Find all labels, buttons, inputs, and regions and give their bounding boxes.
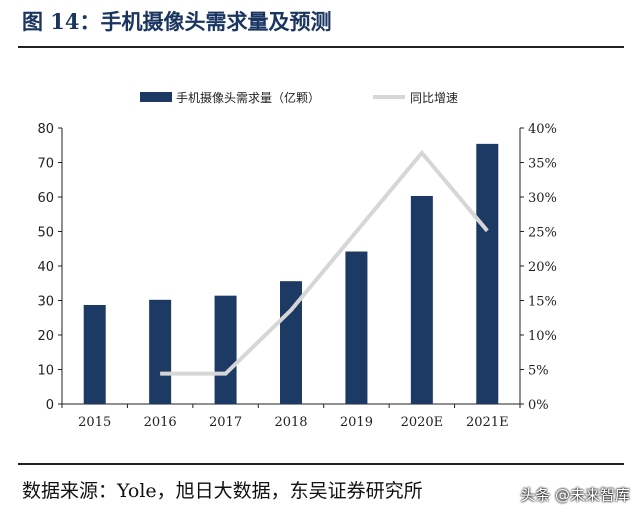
- left-tick-label: 70: [37, 157, 54, 172]
- bar-2016: [149, 299, 172, 404]
- right-tick-label: 5%: [528, 364, 549, 379]
- source-text: 数据来源：Yole，旭日大数据，东吴证券研究所: [22, 480, 423, 502]
- x-tick-label: 2016: [144, 415, 177, 430]
- x-tick-label: 2018: [274, 415, 307, 430]
- left-tick-label: 20: [37, 329, 54, 344]
- right-tick-label: 30%: [528, 191, 557, 206]
- x-tick-label: 2017: [209, 415, 242, 430]
- watermark: 头条 @未来智库: [520, 486, 630, 504]
- x-tick-label: 2021E: [466, 415, 509, 430]
- right-tick-label: 15%: [528, 295, 557, 310]
- left-tick-label: 60: [37, 191, 54, 206]
- right-tick-label: 35%: [528, 157, 557, 172]
- right-tick-label: 20%: [528, 260, 557, 275]
- left-tick-label: 0: [46, 398, 54, 413]
- x-tick-label: 2020E: [401, 415, 444, 430]
- left-tick-label: 30: [37, 295, 54, 310]
- right-tick-label: 0%: [528, 398, 549, 413]
- source-rule: [18, 463, 624, 465]
- bar-2017: [214, 295, 237, 404]
- bar-2019: [345, 251, 368, 404]
- left-tick-label: 50: [37, 226, 54, 241]
- legend-line-label: 同比增速: [410, 91, 458, 105]
- legend-bar-swatch: [140, 92, 172, 102]
- growth-line: [160, 149, 489, 376]
- bar-2015: [83, 304, 106, 404]
- right-tick-label: 25%: [528, 226, 557, 241]
- title-rule: [18, 46, 624, 48]
- legend-bar-label: 手机摄像头需求量（亿颗）: [176, 90, 320, 105]
- bar-2018: [280, 281, 302, 404]
- x-tick-label: 2019: [340, 415, 373, 430]
- chart: 手机摄像头需求量（亿颗） 同比增速 0 10 20 30 40 50 60 70 80 0% 5% 10%…: [37, 90, 557, 430]
- left-tick-label: 80: [37, 122, 54, 137]
- bar-2020E: [410, 195, 433, 404]
- chart-title: 图 14：手机摄像头需求量及预测: [22, 9, 332, 34]
- right-tick-label: 40%: [528, 122, 557, 137]
- left-tick-label: 10: [37, 364, 54, 379]
- bar-2021E: [476, 143, 499, 404]
- x-tick-label: 2015: [78, 415, 111, 430]
- right-tick-label: 10%: [528, 329, 557, 344]
- left-tick-label: 40: [37, 260, 54, 275]
